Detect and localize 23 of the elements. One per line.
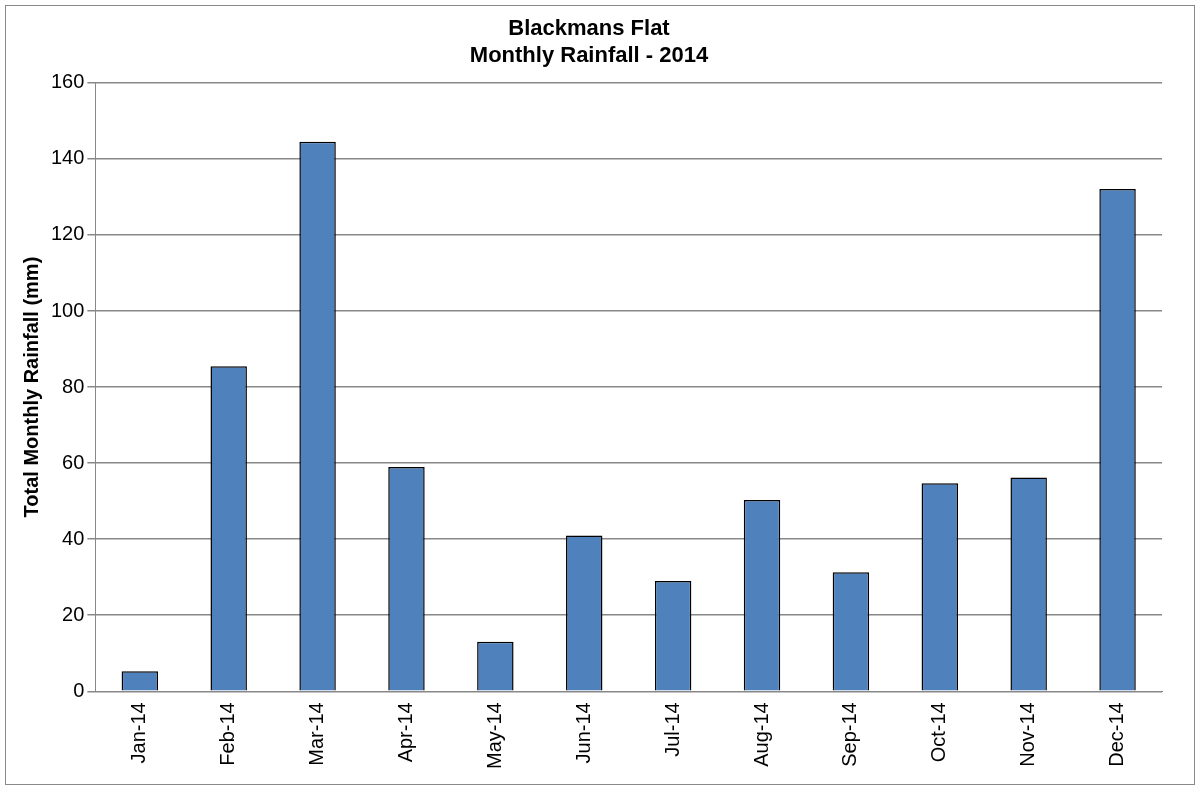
y-tick-label: 140 bbox=[50, 146, 85, 169]
y-tick-label: 120 bbox=[50, 222, 85, 245]
x-tick-label: Sep-14 bbox=[838, 702, 861, 767]
y-tick-label: 60 bbox=[62, 450, 85, 473]
x-tick-label: Jul-14 bbox=[660, 702, 683, 757]
x-tick-label: Apr-14 bbox=[393, 702, 416, 763]
chart-title: Blackmans Flat Monthly Rainfall - 2014 bbox=[469, 15, 709, 67]
x-tick-label: Mar-14 bbox=[305, 702, 328, 766]
x-tick-label: Jan-14 bbox=[127, 702, 150, 764]
y-axis-title: Total Monthly Rainfall (mm) bbox=[19, 256, 42, 518]
x-tick-label: Jun-14 bbox=[571, 702, 594, 764]
y-tick-label: 0 bbox=[73, 678, 85, 701]
y-tick-label: 160 bbox=[50, 70, 85, 93]
x-tick-label: Aug-14 bbox=[749, 702, 772, 767]
y-tick-label: 20 bbox=[62, 602, 85, 625]
x-tick-label: Nov-14 bbox=[1016, 702, 1039, 767]
x-tick-label: May-14 bbox=[482, 702, 505, 770]
y-tick-label: 80 bbox=[62, 374, 85, 397]
x-tick-label: Oct-14 bbox=[927, 702, 950, 763]
x-tick-label: Feb-14 bbox=[216, 702, 239, 766]
x-tick-label: Dec-14 bbox=[1105, 702, 1128, 767]
y-tick-label: 100 bbox=[50, 298, 85, 321]
y-tick-label: 40 bbox=[62, 526, 85, 549]
